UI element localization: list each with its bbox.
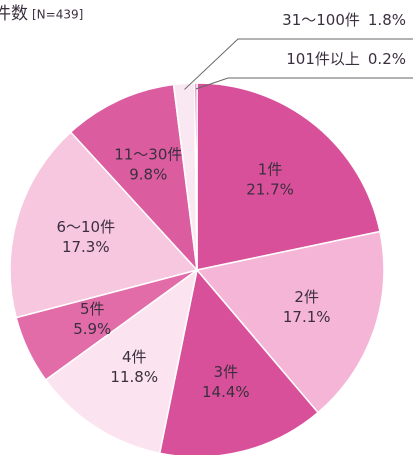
slice-label: 4件	[122, 348, 147, 366]
pie-slice	[158, 268, 320, 455]
slice-label: 6〜10件	[56, 218, 115, 236]
slice-label: 5件	[80, 300, 105, 318]
pie-slice	[44, 268, 199, 455]
slice-label: 3件	[214, 363, 239, 381]
slice-value: 5.9%	[73, 320, 111, 338]
outside-label: 101件以上 0.2%	[286, 50, 406, 68]
slice-value: 21.7%	[246, 180, 294, 198]
slice-label: 101件以上	[286, 50, 360, 68]
leader-line	[184, 38, 413, 90]
slice-label: 1件	[258, 160, 283, 178]
slice-value: 17.3%	[62, 238, 110, 256]
outside-label: 31〜100件 1.8%	[282, 11, 406, 29]
slice-value: 0.2%	[368, 50, 406, 68]
slice-value: 11.8%	[110, 368, 158, 386]
slice-label: 2件	[294, 288, 319, 306]
pie-slice	[193, 82, 198, 271]
pie-slice	[196, 82, 381, 271]
chart-title: 件数	[0, 4, 28, 24]
slice-value: 17.1%	[283, 308, 331, 326]
pie-slice	[69, 83, 199, 273]
slice-label: 11〜30件	[114, 145, 182, 163]
slice-value: 1.8%	[368, 11, 406, 29]
pie-slice	[9, 131, 199, 319]
slice-value: 9.8%	[129, 165, 167, 183]
leader-line	[195, 77, 413, 90]
pie-slice	[195, 230, 385, 414]
slice-value: 14.4%	[202, 383, 250, 401]
slice-label: 31〜100件	[282, 11, 360, 29]
chart-subtitle: [N=439]	[32, 8, 83, 22]
